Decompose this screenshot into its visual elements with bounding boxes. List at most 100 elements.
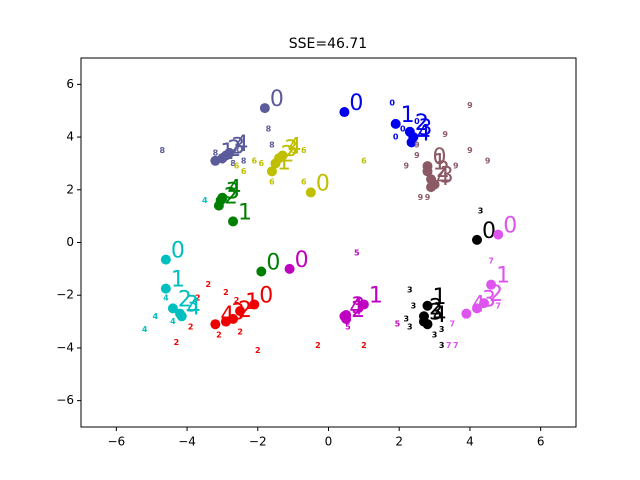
point-label: 5 (345, 322, 351, 331)
point-label: 7 (495, 301, 501, 310)
point-label: 4 (152, 312, 158, 321)
centroid (167, 303, 178, 314)
centroid-label: 0 (503, 214, 517, 239)
point-label: 2 (255, 346, 261, 355)
centroid (339, 107, 350, 118)
point-label: 2 (361, 341, 367, 350)
centroid-label: 3 (429, 301, 443, 326)
centroid (228, 216, 239, 227)
centroid (422, 166, 433, 177)
point-label: 2 (188, 322, 194, 331)
point-label: 2 (174, 338, 180, 347)
point-label: 9 (414, 140, 420, 149)
x-tick-label: −4 (178, 435, 196, 449)
centroid-label: 3 (226, 179, 240, 204)
point-label: 0 (389, 98, 395, 107)
centroid (422, 300, 433, 311)
centroid (277, 150, 288, 161)
centroid (406, 137, 417, 148)
centroid-label: 0 (482, 219, 496, 244)
point-label: 3 (439, 341, 445, 350)
point-label: 5 (354, 249, 360, 258)
centroid-label: 4 (433, 303, 447, 328)
y-tick-label: −6 (56, 393, 74, 407)
centroid-label: 1 (496, 264, 510, 289)
point-label: 9 (442, 130, 448, 139)
centroid (256, 266, 267, 277)
centroid-label: 0 (349, 91, 363, 116)
point-label: 6 (361, 156, 367, 165)
centroid-label: 4 (187, 295, 201, 320)
y-tick-label: −4 (56, 340, 74, 354)
x-tick-label: −2 (249, 435, 267, 449)
centroid (259, 103, 270, 114)
centroid-label: 4 (288, 135, 302, 160)
x-tick-label: 4 (466, 435, 474, 449)
centroid-label: 4 (436, 166, 450, 191)
y-tick-label: 4 (66, 130, 74, 144)
point-label: 0 (400, 125, 406, 134)
centroid-label: 3 (440, 164, 454, 189)
point-label: 3 (411, 301, 417, 310)
centroid-label: 0 (316, 171, 330, 196)
centroid-label: 0 (433, 145, 447, 170)
centroid-label: 4 (227, 177, 241, 202)
y-tick-label: 0 (66, 235, 74, 249)
centroid-label: 2 (224, 185, 238, 210)
centroid (284, 263, 295, 274)
centroid-label: 4 (220, 303, 234, 328)
centroid (305, 187, 316, 198)
y-tick-label: −2 (56, 288, 74, 302)
point-label: 7 (488, 256, 494, 265)
centroid-label: 2 (351, 298, 365, 323)
centroid-label: 0 (171, 239, 185, 264)
centroid-label: 0 (259, 283, 273, 308)
point-label: 2 (216, 330, 222, 339)
point-label: 0 (414, 117, 420, 126)
point-label: 6 (234, 162, 240, 171)
point-label: 3 (407, 322, 413, 331)
point-label: 9 (467, 146, 473, 155)
point-label: 9 (467, 101, 473, 110)
point-label: 3 (407, 285, 413, 294)
point-label: 4 (163, 293, 169, 302)
point-label: 2 (205, 280, 211, 289)
centroid (176, 311, 187, 322)
centroid (422, 319, 433, 330)
y-tick-label: 2 (66, 182, 74, 196)
centroid-label: 4 (417, 121, 431, 146)
point-label: 8 (269, 140, 275, 149)
centroid-label: 3 (231, 301, 245, 326)
point-label: 9 (425, 193, 431, 202)
point-label: 9 (403, 162, 409, 171)
centroid (235, 306, 246, 317)
centroid-label: 4 (235, 132, 249, 157)
centroid-label: 0 (270, 87, 284, 112)
centroid-label: 1 (245, 290, 259, 315)
point-label: 8 (160, 146, 166, 155)
point-label: 8 (230, 159, 236, 168)
centroid (217, 192, 228, 203)
point-label: 6 (269, 177, 275, 186)
point-label: 4 (170, 317, 176, 326)
point-label: 4 (142, 325, 148, 334)
point-label: 7 (453, 341, 459, 350)
centroid (493, 229, 504, 240)
y-tick-label: 6 (66, 77, 74, 91)
centroid-label: 0 (266, 250, 280, 275)
centroid (249, 299, 260, 310)
centroid (160, 254, 171, 265)
point-label: 5 (395, 320, 401, 329)
point-label: 6 (301, 177, 307, 186)
centroid-label: 2 (178, 287, 192, 312)
centroid-label: 1 (238, 200, 252, 225)
chart-title: SSE=46.71 (289, 36, 367, 52)
centroid (390, 118, 401, 129)
centroid (220, 316, 231, 327)
point-label: 2 (234, 296, 240, 305)
centroid (160, 283, 171, 294)
point-label: 8 (266, 125, 272, 134)
centroid-label: 2 (489, 282, 503, 307)
point-label: 2 (315, 341, 321, 350)
